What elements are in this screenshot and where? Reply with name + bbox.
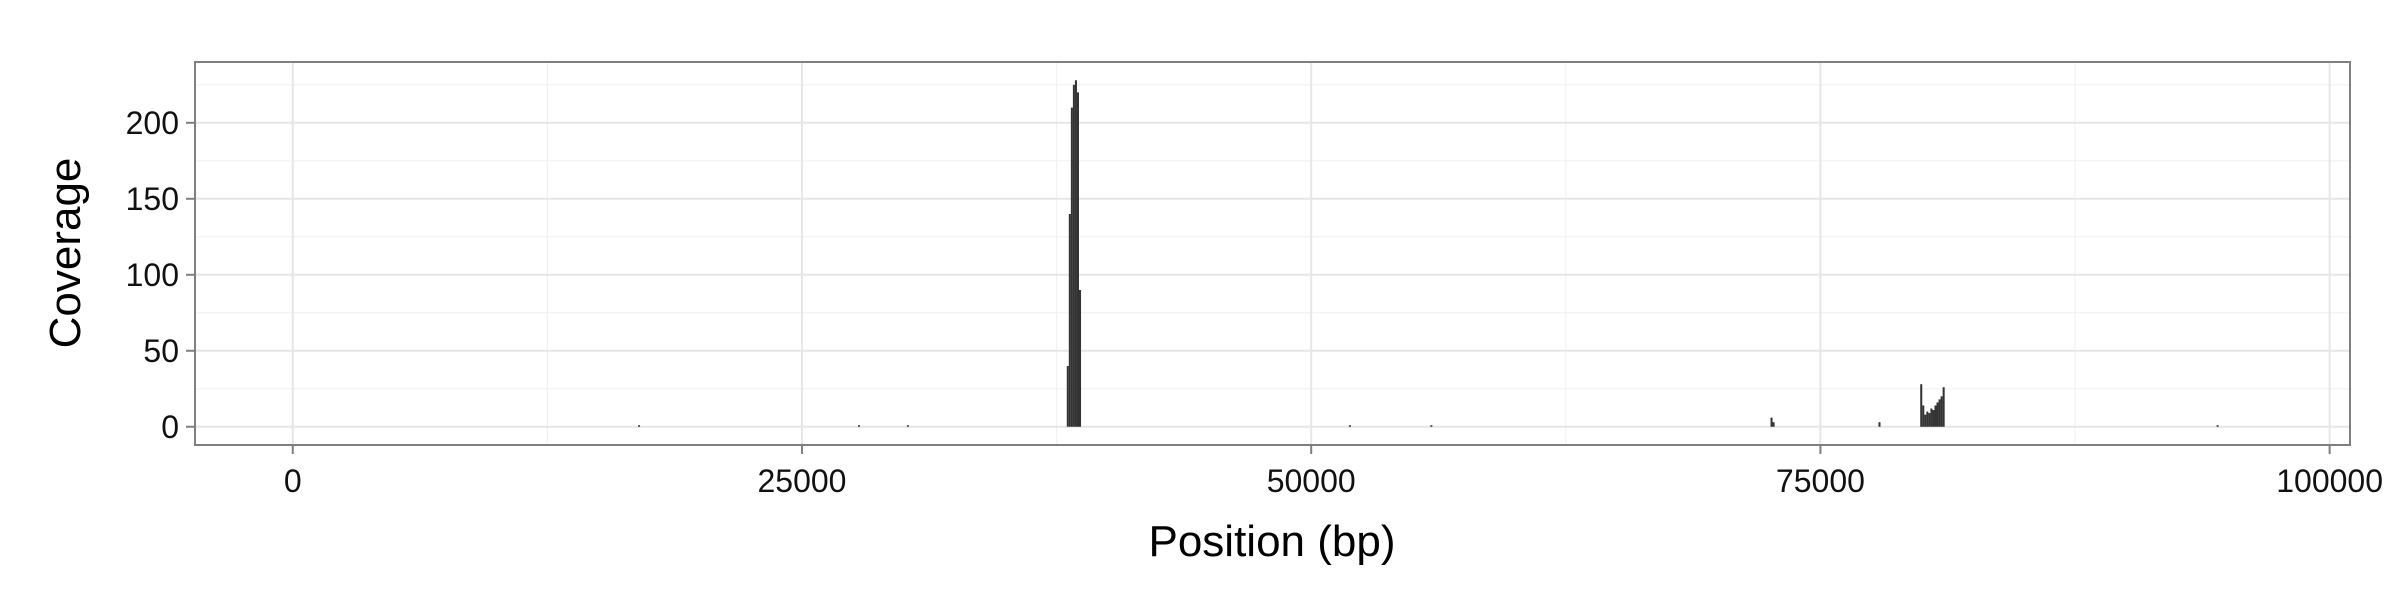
coverage-bar <box>1072 84 1075 427</box>
y-tick-label: 50 <box>143 333 179 369</box>
coverage-bar <box>1924 414 1927 427</box>
coverage-bar <box>1938 399 1941 427</box>
y-tick-label: 0 <box>161 409 179 445</box>
coverage-bar <box>1074 80 1077 427</box>
plot-panel <box>195 62 2350 445</box>
coverage-bar <box>1920 384 1923 427</box>
x-tick-label: 100000 <box>2276 463 2383 499</box>
coverage-bar <box>1078 289 1082 427</box>
coverage-bar <box>1066 365 1069 427</box>
coverage-bar <box>1928 413 1931 427</box>
y-axis-title: Coverage <box>41 158 90 349</box>
plot-border <box>194 61 2351 446</box>
x-axis-title: Position (bp) <box>1148 517 1395 566</box>
coverage-bar <box>1942 387 1945 427</box>
coverage-bar <box>1348 425 1351 427</box>
coverage-bar <box>1922 405 1925 427</box>
coverage-bar <box>1076 92 1079 427</box>
coverage-bar <box>1068 213 1071 427</box>
coverage-bar <box>1070 107 1073 427</box>
y-tick-label: 150 <box>126 181 179 217</box>
major-gridlines <box>195 62 2350 445</box>
x-tick-label: 75000 <box>1776 463 1865 499</box>
coverage-bar <box>1934 405 1937 427</box>
coverage-bar <box>1932 410 1935 427</box>
coverage-bar <box>1430 425 1433 427</box>
coverage-bar <box>1772 422 1775 427</box>
coverage-bar <box>1926 411 1929 427</box>
y-axis: 0 50 100 150 200 <box>126 105 195 445</box>
coverage-bar <box>1770 417 1773 427</box>
y-tick-label: 200 <box>126 105 179 141</box>
coverage-bar <box>1878 422 1881 427</box>
x-axis: 0 25000 50000 75000 100000 <box>284 445 2383 499</box>
x-tick-label: 25000 <box>757 463 846 499</box>
minor-gridlines <box>195 62 2350 445</box>
x-tick-label: 50000 <box>1267 463 1356 499</box>
coverage-bar <box>906 425 909 427</box>
coverage-bar <box>2216 425 2219 427</box>
y-tick-label: 100 <box>126 257 179 293</box>
coverage-bar <box>1936 402 1939 427</box>
coverage-bar <box>1940 396 1943 427</box>
coverage-bars <box>638 80 2219 427</box>
coverage-bar <box>857 425 861 427</box>
coverage-bar <box>1930 408 1933 427</box>
coverage-bar <box>638 425 641 427</box>
x-tick-label: 0 <box>284 463 302 499</box>
